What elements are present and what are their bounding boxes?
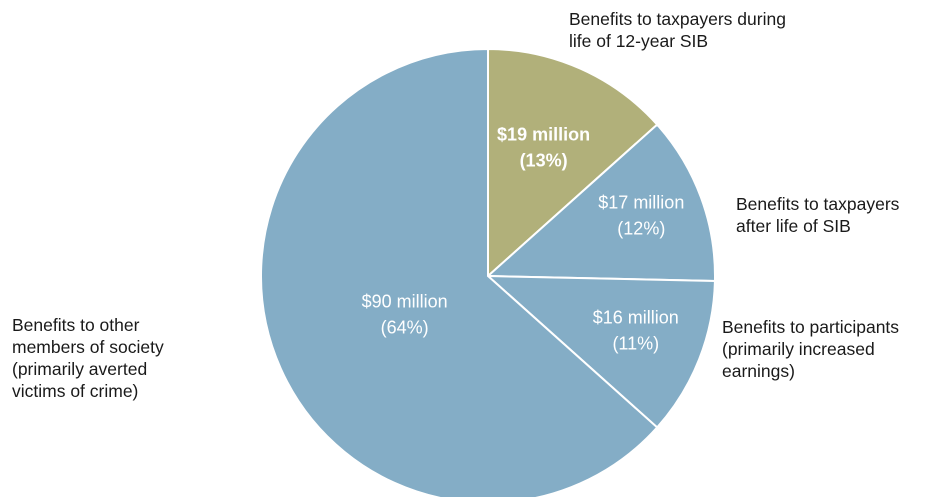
pie-slice-4 [260,47,659,497]
label-line: members of society [12,337,164,357]
label-society: Benefits to other members of society (pr… [12,314,164,402]
label-line: Benefits to taxpayers [736,194,900,214]
label-participants: Benefits to participants (primarily incr… [722,316,899,382]
label-line: (primarily increased [722,339,875,359]
slice-1-pct-label: (13%) [520,151,568,171]
label-line: (primarily averted [12,359,148,379]
label-line: Benefits to participants [722,317,900,337]
label-taxpayers-after-sib: Benefits to taxpayers after life of SIB [736,193,899,237]
slice-1-value-label: $19 million [497,125,590,145]
label-line: after life of SIB [736,216,851,236]
slice-3-pct-label: (11%) [612,333,659,353]
slice-4-value-label: $90 million [362,292,448,312]
pie-slices [260,47,716,497]
slice-3-value-label: $16 million [593,307,679,327]
slice-2-value-label: $17 million [598,192,684,212]
slice-4-pct-label: (64%) [381,318,429,338]
pie-slice-3 [485,274,716,429]
label-line: Benefits to other [12,315,140,335]
label-line: Benefits to taxpayers during [569,9,786,29]
slice-value-labels: $19 million (13%) $17 million (12%) $16 mill… [362,125,685,354]
label-line: victims of crime) [12,381,139,401]
label-line: life of 12-year SIB [569,31,709,51]
label-taxpayers-during-sib: Benefits to taxpayers during life of 12-… [569,8,786,52]
label-line: earnings) [722,361,795,381]
slice-2-pct-label: (12%) [617,218,665,238]
pie-slice-2 [485,123,716,283]
pie-slice-1 [487,47,659,279]
